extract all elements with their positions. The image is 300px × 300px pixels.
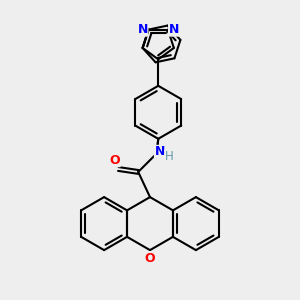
Text: O: O <box>110 154 120 166</box>
Text: N: N <box>169 23 179 36</box>
Text: N: N <box>137 23 148 36</box>
Text: H: H <box>165 150 173 163</box>
Text: N: N <box>154 146 165 158</box>
Text: O: O <box>145 252 155 265</box>
